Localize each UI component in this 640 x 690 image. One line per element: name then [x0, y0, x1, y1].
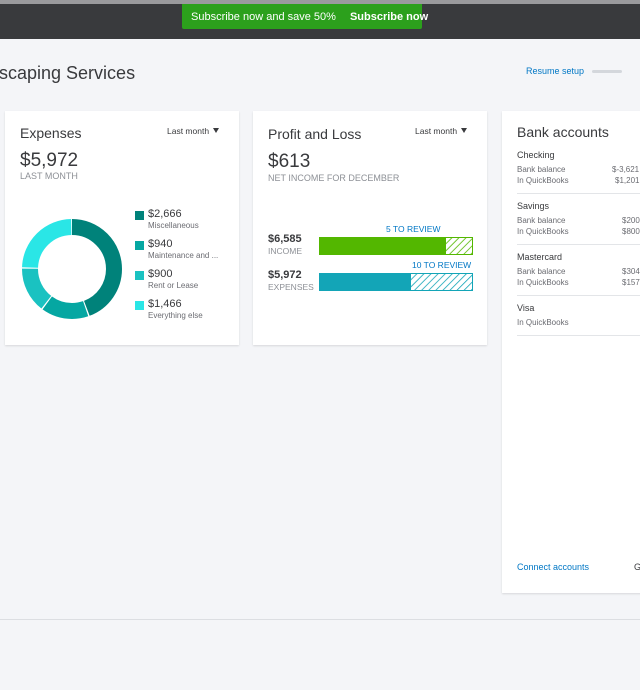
top-bar: Subscribe now and save 50% Subscribe now — [0, 4, 640, 39]
expenses-donut-chart[interactable] — [17, 214, 127, 324]
pl-expenses-amount: $5,972 — [268, 269, 302, 281]
account-row-label: Bank balance — [517, 216, 566, 225]
go-to-registers-link[interactable]: G — [634, 562, 640, 572]
legend-value: $900 — [148, 268, 173, 280]
account-row-label: Bank balance — [517, 165, 566, 174]
profit-loss-title: Profit and Loss — [268, 126, 362, 142]
account-row-value: $-3,621 — [612, 165, 640, 174]
net-income-amount: $613 — [268, 151, 311, 172]
legend-label: Miscellaneous — [148, 221, 199, 230]
account-row-label: Bank balance — [517, 267, 566, 276]
account-row-value: $200 — [622, 216, 640, 225]
legend-label: Maintenance and ... — [148, 251, 219, 260]
legend-label: Everything else — [148, 311, 203, 320]
account-row-label: In QuickBooks — [517, 318, 569, 327]
subscribe-banner-text: Subscribe now and save 50% — [191, 10, 336, 23]
account-row-value: $157 — [622, 278, 640, 287]
window-top-edge — [0, 0, 640, 4]
legend-value: $2,666 — [148, 208, 182, 220]
donut-slice-miscellaneous[interactable] — [22, 219, 122, 319]
net-income-subtitle: NET INCOME FOR DECEMBER — [268, 173, 400, 183]
company-name: scaping Services — [0, 63, 136, 83]
divider — [517, 335, 640, 336]
bank-accounts-card: Bank accounts Checking Bank balance $-3,… — [502, 111, 640, 593]
account-name-checking[interactable]: Checking — [517, 150, 555, 160]
footer-divider — [0, 619, 640, 620]
bank-accounts-title: Bank accounts — [517, 124, 609, 140]
profit-loss-period-label: Last month — [415, 126, 458, 136]
resume-setup-link[interactable]: Resume setup — [526, 66, 585, 76]
expenses-subtitle: LAST MONTH — [20, 171, 78, 181]
legend-swatch — [135, 301, 144, 310]
account-row-value: $800 — [622, 227, 640, 236]
donut-slice-rent[interactable] — [22, 219, 122, 319]
expenses-title: Expenses — [20, 125, 82, 141]
subscribe-banner: Subscribe now and save 50% Subscribe now — [182, 4, 428, 29]
expenses-bar[interactable] — [319, 273, 410, 291]
account-name-mastercard[interactable]: Mastercard — [517, 252, 563, 262]
account-row-label: In QuickBooks — [517, 227, 569, 236]
pl-expenses-label: EXPENSES — [268, 282, 314, 292]
caret-down-icon — [461, 128, 468, 133]
legend-swatch — [135, 241, 144, 250]
income-amount: $6,585 — [268, 233, 302, 245]
setup-progress-bar — [592, 70, 622, 73]
expenses-card: Expenses Last month $5,972 LAST MONTH $2… — [5, 111, 239, 345]
income-review-hatch[interactable] — [445, 237, 473, 255]
profit-loss-card: Profit and Loss Last month $613 NET INCO… — [253, 111, 487, 345]
profit-loss-period-dropdown[interactable]: Last month — [415, 126, 468, 136]
expenses-period-dropdown[interactable]: Last month — [167, 126, 220, 136]
divider — [517, 244, 640, 245]
income-hatch-fill — [445, 237, 473, 255]
connect-accounts-link[interactable]: Connect accounts — [517, 562, 590, 572]
income-bar[interactable] — [319, 237, 445, 255]
expenses-total: $5,972 — [20, 150, 79, 171]
legend-swatch — [135, 271, 144, 280]
expenses-hatch-fill — [410, 273, 473, 291]
caret-down-icon — [213, 128, 220, 133]
account-row-value: $1,201 — [615, 176, 640, 185]
legend-swatch — [135, 211, 144, 220]
account-name-visa[interactable]: Visa — [517, 303, 535, 313]
divider — [517, 295, 640, 296]
income-label: INCOME — [268, 246, 302, 256]
legend-value: $1,466 — [148, 298, 182, 310]
divider — [517, 193, 640, 194]
account-row-label: In QuickBooks — [517, 176, 569, 185]
account-name-savings[interactable]: Savings — [517, 201, 550, 211]
legend-value: $940 — [148, 238, 173, 250]
subscribe-now-button[interactable]: Subscribe now — [349, 10, 429, 23]
expenses-review-link[interactable]: 10 TO REVIEW — [412, 260, 472, 270]
account-row-label: In QuickBooks — [517, 278, 569, 287]
expenses-period-label: Last month — [167, 126, 210, 136]
legend-label: Rent or Lease — [148, 281, 199, 290]
account-row-value: $304 — [622, 267, 640, 276]
expenses-review-hatch[interactable] — [410, 273, 473, 291]
income-review-link[interactable]: 5 TO REVIEW — [386, 224, 441, 234]
donut-slice-maintenance[interactable] — [22, 219, 122, 319]
